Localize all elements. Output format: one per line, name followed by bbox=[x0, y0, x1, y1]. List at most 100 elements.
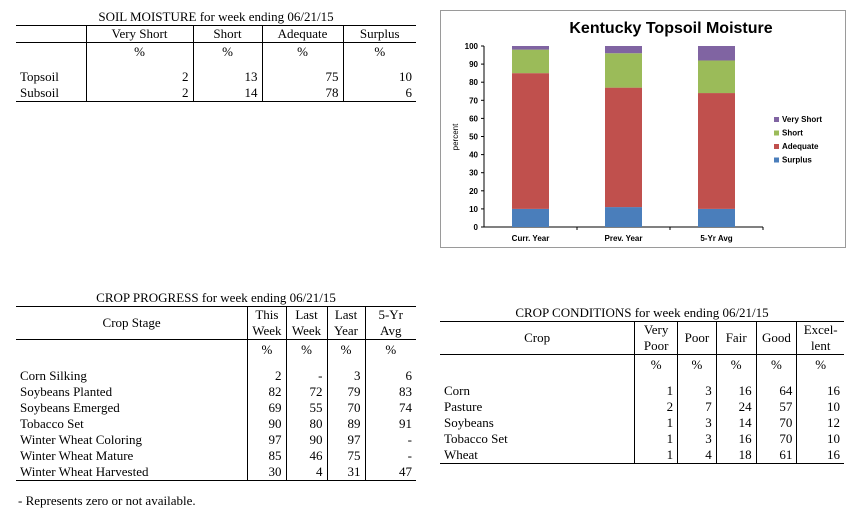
row-label: Soybeans Emerged bbox=[16, 399, 249, 416]
cell-value: 70 bbox=[327, 399, 366, 416]
soil-moisture-table: SOIL MOISTURE for week ending 06/21/15 V… bbox=[16, 9, 416, 102]
x-tick-label: 5-Yr Avg bbox=[700, 234, 732, 243]
table-row: Pasture 2 7 24 57 10 bbox=[440, 398, 844, 415]
cell-value: 6 bbox=[343, 84, 416, 102]
cell-value: 3 bbox=[327, 367, 366, 384]
crop-conditions-title: CROP CONDITIONS for week ending 06/21/15 bbox=[515, 305, 769, 320]
progress-col-header: Avg bbox=[365, 323, 416, 340]
cell-value: 12 bbox=[827, 414, 840, 430]
table-row: Topsoil 2 13 75 10 bbox=[16, 68, 416, 85]
table-row: Winter Wheat Coloring 97 90 97- bbox=[16, 431, 416, 448]
row-label: Tobacco Set bbox=[440, 430, 636, 447]
cell-value: 3 bbox=[677, 414, 717, 431]
bar-segment-short bbox=[698, 60, 735, 94]
bar-segment-very-short bbox=[512, 46, 549, 50]
legend-label: Adequate bbox=[782, 142, 819, 151]
cell-value: 57 bbox=[756, 398, 798, 415]
cell-value: 61 bbox=[756, 446, 798, 464]
bar-segment-adequate bbox=[605, 87, 642, 208]
cell-value: 72 bbox=[286, 383, 328, 400]
table-row: Tobacco Set 1 3 16 70 10 bbox=[440, 430, 844, 447]
y-tick-label: 20 bbox=[469, 187, 478, 196]
crop-progress-title: CROP PROGRESS for week ending 06/21/15 bbox=[96, 290, 336, 305]
progress-col-header: 5-Yr bbox=[365, 306, 416, 323]
cell-value: 90 bbox=[247, 415, 287, 432]
conditions-col-header: Good bbox=[756, 321, 798, 355]
cell-value: 13 bbox=[193, 68, 263, 85]
unit-label: % bbox=[286, 339, 328, 360]
cell-value: 3 bbox=[677, 430, 717, 447]
progress-col-header: Year bbox=[327, 323, 366, 340]
cell-value: 80 bbox=[286, 415, 328, 432]
cell-value: 74 bbox=[399, 399, 412, 415]
cell-value: 16 bbox=[716, 430, 757, 447]
row-label: Winter Wheat Coloring bbox=[16, 431, 249, 448]
y-tick-label: 90 bbox=[469, 60, 478, 69]
bar-segment-surplus bbox=[605, 207, 642, 227]
table-row: Winter Wheat Harvested 30 4 31 47 bbox=[16, 463, 416, 481]
cell-value: - bbox=[407, 431, 412, 447]
legend-swatch bbox=[774, 157, 779, 163]
row-label: Pasture bbox=[440, 398, 636, 415]
unit-label: % bbox=[385, 341, 397, 357]
cell-value: 6 bbox=[405, 367, 413, 383]
bar-segment-surplus bbox=[698, 208, 735, 227]
unit-label: % bbox=[247, 339, 287, 360]
row-label: Corn Silking bbox=[16, 367, 249, 384]
conditions-col-header: Excel- bbox=[796, 321, 844, 338]
unit-label: % bbox=[756, 354, 798, 375]
table-row: Subsoil 2 14 78 6 bbox=[16, 84, 416, 102]
bar-segment-short bbox=[512, 49, 549, 74]
table-row: Wheat 1 4 18 61 16 bbox=[440, 446, 844, 464]
soil-col-header: Adequate bbox=[262, 25, 344, 43]
cell-value: 97 bbox=[327, 431, 366, 448]
cell-value: 1 bbox=[634, 414, 679, 431]
table-row: Soybeans Planted 82 72 79 83 bbox=[16, 383, 416, 400]
cell-value: 2 bbox=[634, 398, 679, 415]
y-tick-label: 100 bbox=[465, 42, 479, 51]
cell-value: 55 bbox=[286, 399, 328, 416]
table-row: Tobacco Set 90 80 89 91 bbox=[16, 415, 416, 432]
bar-segment-very-short bbox=[698, 46, 735, 61]
unit-label: % bbox=[262, 42, 344, 61]
legend-label: Short bbox=[782, 129, 803, 138]
row-label: Topsoil bbox=[16, 68, 87, 85]
cell-value: 79 bbox=[327, 383, 366, 400]
conditions-col-header: Fair bbox=[716, 321, 757, 355]
x-tick-label: Prev. Year bbox=[605, 234, 643, 243]
x-tick-label: Curr. Year bbox=[512, 234, 550, 243]
row-label: Wheat bbox=[440, 446, 636, 464]
legend-swatch bbox=[774, 117, 779, 122]
cell-value: 83 bbox=[399, 383, 412, 399]
table-row: Corn 1 3 16 64 16 bbox=[440, 382, 844, 399]
cell-value: 70 bbox=[756, 430, 798, 447]
progress-rows: Corn Silking 2-3 6 Soybeans Planted 82 72 79 83… bbox=[16, 367, 416, 481]
topsoil-moisture-chart: Kentucky Topsoil Moisture percent 0 10 20 3… bbox=[440, 10, 846, 248]
legend-swatch bbox=[774, 144, 779, 149]
cell-value: 85 bbox=[247, 447, 287, 464]
chart-title: Kentucky Topsoil Moisture bbox=[569, 20, 772, 37]
bar-segment-surplus bbox=[512, 208, 549, 227]
cell-value: 14 bbox=[716, 414, 757, 431]
cell-value: 1 bbox=[634, 430, 679, 447]
cell-value: 97 bbox=[247, 431, 287, 448]
cell-value: 47 bbox=[365, 463, 416, 481]
unit-label: % bbox=[815, 356, 827, 372]
cell-value: 16 bbox=[716, 382, 757, 399]
unit-label: % bbox=[193, 42, 263, 61]
cell-value: 1 bbox=[634, 446, 679, 464]
cell-value: 46 bbox=[286, 447, 328, 464]
table-row: Winter Wheat Mature 85 46 75 - bbox=[16, 447, 416, 464]
legend-label: Surplus bbox=[782, 156, 812, 165]
y-tick-label: 0 bbox=[474, 223, 479, 232]
y-tick-label: 70 bbox=[469, 96, 478, 105]
cell-value: - bbox=[407, 447, 412, 463]
y-tick-label: 50 bbox=[469, 133, 478, 142]
cell-value: 78 bbox=[262, 84, 344, 102]
soil-col-header: Surplus bbox=[343, 25, 416, 43]
y-tick-label: 40 bbox=[469, 151, 478, 160]
conditions-col-header: Poor bbox=[677, 321, 717, 355]
cell-value: 2 bbox=[247, 367, 287, 384]
cell-value: 10 bbox=[827, 398, 840, 414]
unit-label: % bbox=[327, 339, 366, 360]
